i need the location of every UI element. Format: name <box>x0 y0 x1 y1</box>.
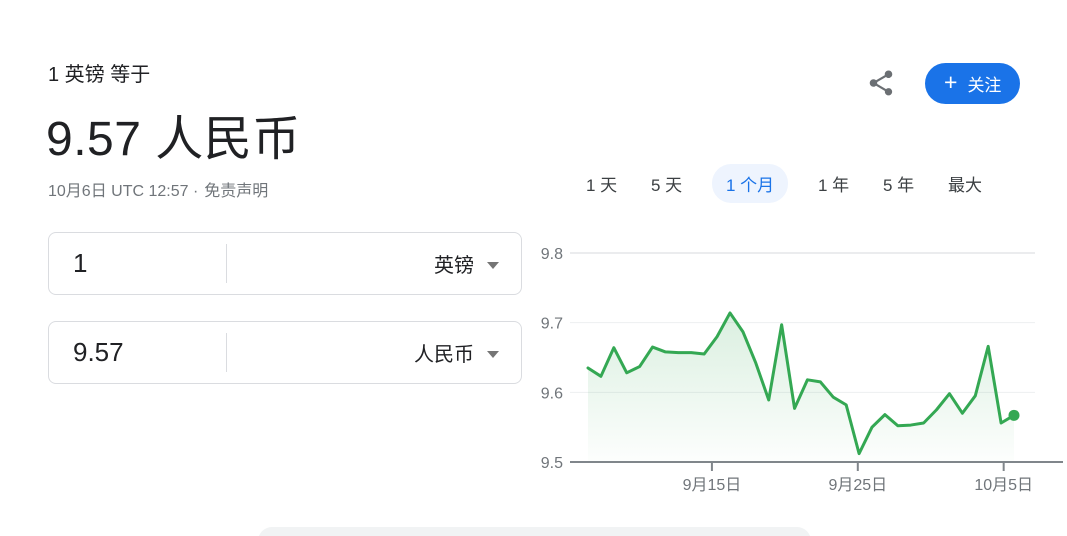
follow-label: 关注 <box>967 76 1002 95</box>
svg-text:9月25日: 9月25日 <box>828 477 887 494</box>
chevron-down-icon <box>487 350 499 358</box>
rate-chart[interactable]: 9.5 9.6 9.7 9.8 9月15日 9月25日 10月5日 <box>530 228 1067 500</box>
from-currency-select[interactable]: 英镑 <box>434 249 499 278</box>
tab-5-years[interactable]: 5 年 <box>883 175 915 195</box>
bottom-sheet <box>258 527 811 536</box>
tab-1-year[interactable]: 1 年 <box>818 175 850 195</box>
field-divider <box>226 244 227 283</box>
share-icon <box>866 68 896 98</box>
equals-label: 1 英镑 等于 <box>48 64 151 86</box>
follow-button[interactable]: + 关注 <box>925 63 1021 104</box>
from-currency-row: 英镑 <box>48 232 522 295</box>
time-range-tabs: 1 天 5 天 1 个月 1 年 5 年 最大 <box>582 163 986 203</box>
to-amount-input[interactable] <box>73 337 213 368</box>
rate-meta: 10月6日 UTC 12:57 · 免责声明 <box>48 177 268 201</box>
from-amount-input[interactable] <box>73 248 213 279</box>
plus-icon: + <box>944 69 958 95</box>
svg-text:10月5日: 10月5日 <box>974 477 1033 494</box>
rate-value: 9.57 人民币 <box>46 113 301 166</box>
chevron-down-icon <box>487 261 499 269</box>
to-currency-select[interactable]: 人民币 <box>414 338 499 367</box>
field-divider <box>226 333 227 372</box>
share-button[interactable] <box>860 62 902 104</box>
tab-5-days[interactable]: 5 天 <box>651 175 683 195</box>
svg-text:9.7: 9.7 <box>541 316 563 333</box>
tab-max[interactable]: 最大 <box>948 175 982 195</box>
to-currency-row: 人民币 <box>48 321 522 384</box>
rate-chart-svg[interactable]: 9.5 9.6 9.7 9.8 9月15日 9月25日 10月5日 <box>530 228 1067 500</box>
from-currency-label: 英镑 <box>434 255 474 277</box>
svg-text:9.6: 9.6 <box>541 385 563 402</box>
tab-1-day[interactable]: 1 天 <box>586 175 618 195</box>
svg-text:9月15日: 9月15日 <box>683 477 742 494</box>
svg-text:9.5: 9.5 <box>541 455 563 472</box>
rate-timestamp: 10月6日 UTC 12:57 · <box>48 183 199 200</box>
tab-1-month[interactable]: 1 个月 <box>712 163 789 203</box>
to-currency-label: 人民币 <box>414 344 474 366</box>
svg-text:9.8: 9.8 <box>541 246 563 263</box>
disclaimer-link[interactable]: 免责声明 <box>204 183 269 200</box>
